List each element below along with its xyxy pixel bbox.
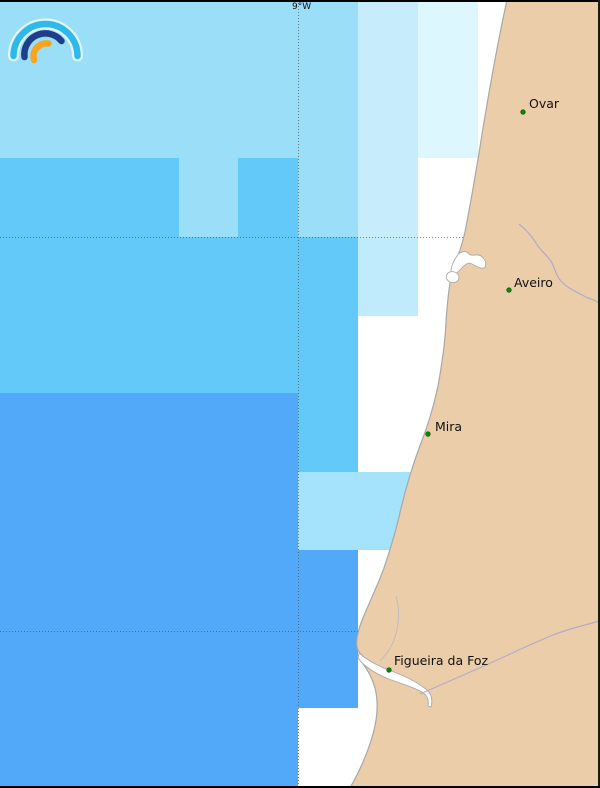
forecast-cell (0, 158, 179, 237)
forecast-cell (179, 158, 238, 237)
city-dot (506, 287, 512, 293)
city-label: Aveiro (514, 275, 553, 290)
coastal-road-line (379, 595, 399, 662)
forecast-cell (0, 393, 298, 788)
mondego-river-line (419, 620, 600, 695)
logo-outer-arc-icon (10, 20, 81, 60)
forecast-cell (358, 0, 418, 237)
aveiro-lagoon-south (445, 271, 460, 284)
meridian-label: 9°W (292, 2, 311, 12)
city-dot (425, 431, 431, 437)
forecast-logo (8, 18, 83, 64)
logo-middle-arc-icon (21, 30, 65, 61)
city-label: Figueira da Foz (394, 653, 489, 668)
city-dot (520, 109, 526, 115)
aveiro-river-line (518, 223, 600, 304)
mondego-estuary (357, 652, 433, 708)
cities-layer: Ovar Aveiro Mira Figueira da Foz (386, 96, 560, 673)
forecast-cell (298, 393, 358, 472)
forecast-cell (298, 158, 358, 237)
forecast-cell (358, 237, 418, 316)
forecast-cell (298, 550, 358, 708)
logo-inner-arc-icon (30, 40, 52, 64)
forecast-cell (0, 237, 358, 393)
city-dot (386, 667, 392, 673)
forecast-cell (238, 158, 298, 237)
city-label: Ovar (529, 96, 560, 111)
land-layer (349, 0, 600, 788)
forecast-cell (418, 0, 478, 158)
city-label: Mira (435, 419, 462, 434)
land-polygon (349, 0, 600, 788)
